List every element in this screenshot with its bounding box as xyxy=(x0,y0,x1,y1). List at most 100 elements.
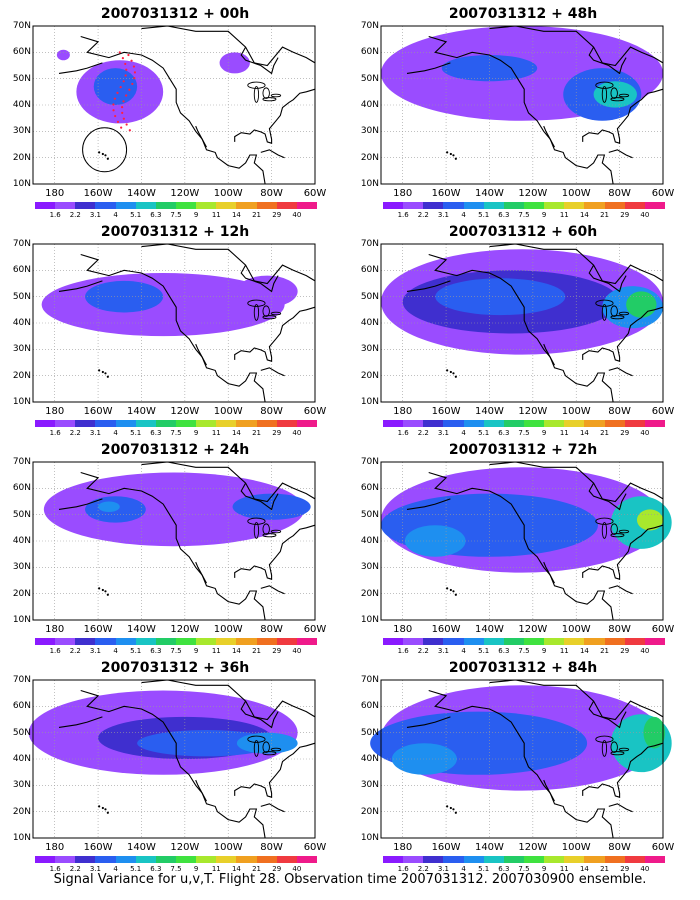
map-canvas xyxy=(32,25,316,185)
longitude-label: 140W xyxy=(126,624,156,635)
legend-swatch xyxy=(403,202,424,209)
longitude-label: 160W xyxy=(431,842,461,853)
hawaii-island xyxy=(446,805,449,808)
flight-track-point xyxy=(133,77,136,80)
legend-swatch xyxy=(35,638,56,645)
legend-label: 1.6 xyxy=(49,429,61,437)
legend-label: 7.5 xyxy=(170,647,182,655)
legend-swatch xyxy=(483,638,505,645)
coastline xyxy=(80,689,266,839)
legend-swatch xyxy=(483,202,505,209)
variance-map: 70N 60N 50N 40N 30N 20N 10N 180 160W 140W 120W 100W… xyxy=(13,21,327,199)
longitude-label: 180 xyxy=(45,188,65,199)
latitude-label: 70N xyxy=(12,675,31,685)
latitude-label: 10N xyxy=(12,397,31,407)
coastline xyxy=(406,62,451,74)
forecast-panel: 2007031312 + 24h 70N 60N 50N 40N 30N 20N 10N 180… xyxy=(13,442,327,655)
hawaii-island xyxy=(452,372,455,375)
longitude-label: 160W xyxy=(83,188,113,199)
coastline xyxy=(588,700,627,729)
longitude-label: 80W xyxy=(608,188,631,199)
legend-label: 21 xyxy=(600,647,610,655)
longitude-label: 180 xyxy=(393,188,413,199)
legend-label: 11 xyxy=(211,211,221,219)
legend-swatch xyxy=(135,856,157,863)
latitude-label: 60N xyxy=(360,701,379,712)
great-lake xyxy=(247,735,266,743)
legend-swatch xyxy=(135,638,157,645)
color-legend: 1.6 2.2 3.1 4 5.1 6.3 7.5 9 11 14 21 29 40 xyxy=(35,420,318,440)
legend-swatch xyxy=(604,638,626,645)
great-lake xyxy=(610,97,625,102)
great-lake xyxy=(247,299,266,307)
great-lake xyxy=(253,740,260,757)
legend-swatch xyxy=(296,638,318,645)
legend-label: 11 xyxy=(559,211,569,219)
longitude-label: 140W xyxy=(126,842,156,853)
forecast-panel: 2007031312 + 60h 70N 60N 50N 40N 30N 20N 10N 180… xyxy=(361,224,675,437)
coastline xyxy=(240,46,279,75)
coastline xyxy=(240,264,279,293)
hawaii-island xyxy=(449,370,452,374)
longitude-label: 60W xyxy=(303,188,327,199)
legend-swatch xyxy=(216,202,237,209)
legend-label: 40 xyxy=(640,647,650,655)
legend-swatch xyxy=(276,638,298,645)
hawaii-island xyxy=(449,152,452,156)
legend-swatch xyxy=(503,638,525,645)
variance-map: 70N 60N 50N 40N 30N 20N 10N 180 160W 140W 120W 100W… xyxy=(13,675,327,853)
legend-swatch xyxy=(296,856,318,863)
flight-track-point xyxy=(122,100,125,103)
great-lake xyxy=(618,747,630,752)
map-frame xyxy=(380,461,664,621)
latitude-label: 20N xyxy=(360,370,379,381)
legend-swatch xyxy=(524,856,545,863)
latitude-label: 40N xyxy=(12,536,31,546)
legend-label: 11 xyxy=(559,429,569,437)
legend-swatch xyxy=(524,638,545,645)
latitude-label: 10N xyxy=(12,833,31,843)
legend-label: 14 xyxy=(231,865,241,873)
hawaii-island xyxy=(454,157,457,160)
coastline xyxy=(428,35,614,185)
legend-label: 9 xyxy=(193,865,199,873)
legend-label: 6.3 xyxy=(150,647,162,655)
variance-contour xyxy=(236,275,298,308)
latitude-label: 30N xyxy=(360,126,379,137)
variance-contour xyxy=(626,291,657,318)
legend-swatch xyxy=(135,202,157,209)
legend-swatch xyxy=(584,202,606,209)
legend-swatch xyxy=(176,202,197,209)
legend-swatch xyxy=(176,638,197,645)
forecast-panel: 2007031312 + 84h 70N 60N 50N 40N 30N 20N 10N 180… xyxy=(361,660,675,873)
great-lake xyxy=(262,523,270,535)
longitude-label: 140W xyxy=(474,624,504,635)
coastline xyxy=(428,253,614,403)
legend-label: 2.2 xyxy=(417,429,429,437)
legend-swatch xyxy=(95,638,117,645)
great-lake xyxy=(601,740,608,757)
latitude-label: 70N xyxy=(12,239,31,249)
legend-swatch xyxy=(443,856,465,863)
legend-label: 4 xyxy=(461,211,466,219)
great-lake xyxy=(595,517,614,525)
hawaii-island xyxy=(98,151,101,154)
legend-label: 40 xyxy=(640,211,650,219)
map-canvas xyxy=(380,243,664,403)
hawaii-island xyxy=(106,593,109,596)
longitude-label: 140W xyxy=(474,188,504,199)
latitude-label: 60N xyxy=(12,701,31,712)
longitude-label: 100W xyxy=(561,406,591,417)
color-legend: 1.6 2.2 3.1 4 5.1 6.3 7.5 9 11 14 21 29 40 xyxy=(383,638,666,658)
longitude-label: 120W xyxy=(170,406,200,417)
legend-label: 29 xyxy=(272,865,282,873)
longitude-label: 140W xyxy=(126,406,156,417)
legend-swatch xyxy=(216,638,237,645)
legend-label: 21 xyxy=(600,865,610,873)
coastline xyxy=(240,482,279,511)
latitude-label: 50N xyxy=(12,509,31,520)
legend-swatch xyxy=(423,856,444,863)
latitude-label: 70N xyxy=(12,457,31,467)
legend-swatch xyxy=(35,420,56,427)
legend-swatch xyxy=(75,638,96,645)
